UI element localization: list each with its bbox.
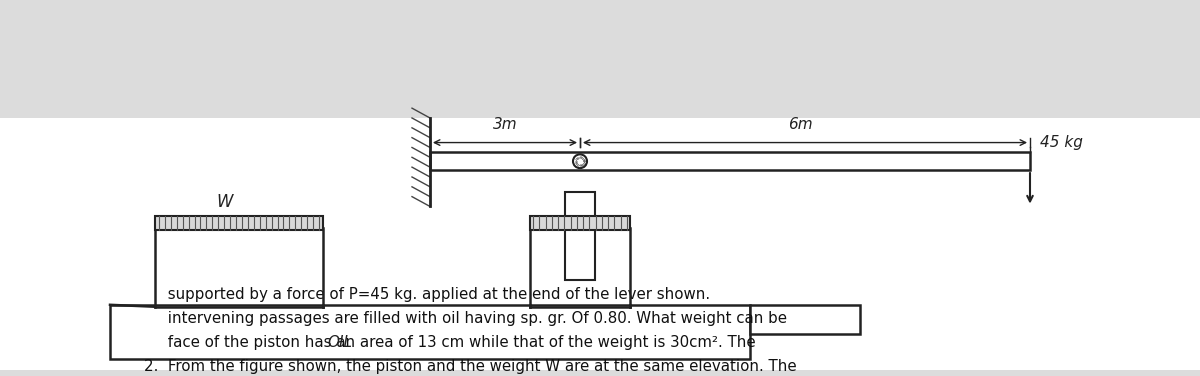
Text: 45 kg: 45 kg	[1040, 135, 1082, 150]
Bar	[530, 216, 630, 230]
Text: 6m: 6m	[787, 117, 812, 132]
Bar	[565, 192, 595, 280]
Text: 3m: 3m	[493, 117, 517, 132]
Bar	[430, 152, 1030, 170]
Text: OIL: OIL	[328, 335, 353, 350]
Bar	[155, 216, 323, 230]
Bar	[110, 305, 750, 359]
Text: face of the piston has an area of 13 cm while that of the weight is 30cm². The: face of the piston has an area of 13 cm …	[144, 335, 756, 350]
Bar	[0, 118, 1200, 370]
Text: W: W	[217, 193, 233, 211]
Text: 2.  From the figure shown, the piston and the weight W are at the same elevation: 2. From the figure shown, the piston and…	[144, 359, 797, 374]
Text: intervening passages are filled with oil having sp. gr. Of 0.80. What weight can: intervening passages are filled with oil…	[144, 311, 787, 326]
Text: supported by a force of P=45 kg. applied at the end of the lever shown.: supported by a force of P=45 kg. applied…	[144, 287, 710, 302]
Bar	[750, 305, 860, 334]
